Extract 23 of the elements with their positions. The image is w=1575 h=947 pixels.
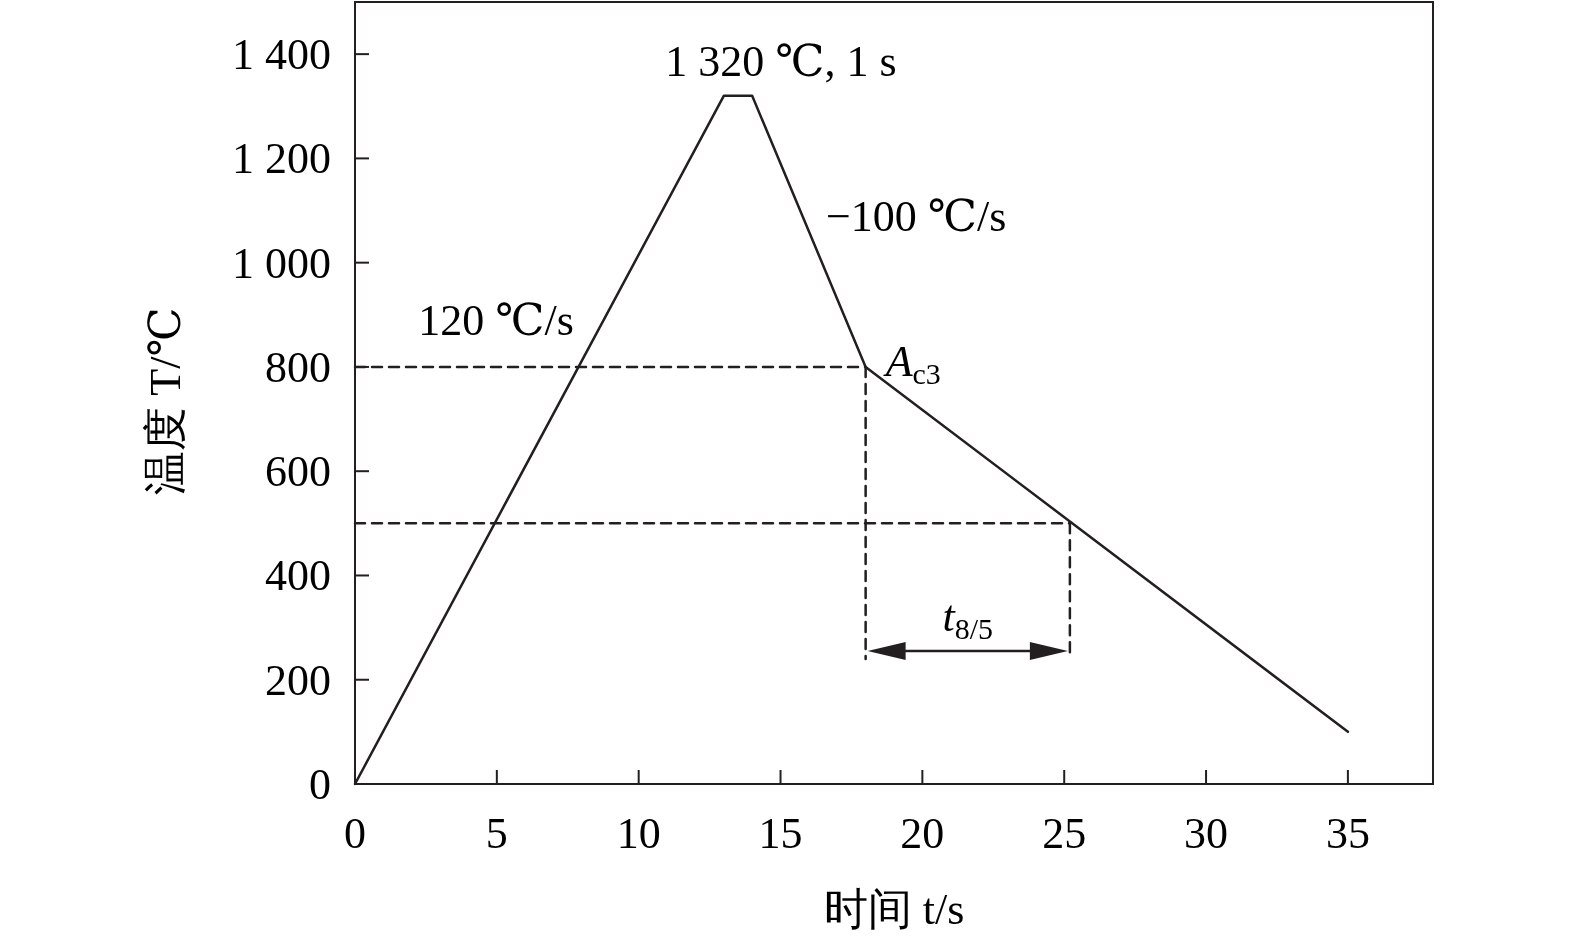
x-tick-label: 20 bbox=[900, 809, 945, 858]
y-tick-label: 1 400 bbox=[232, 30, 331, 80]
x-tick-label: 5 bbox=[485, 809, 508, 858]
annotation: −100 ℃/s bbox=[825, 192, 1007, 242]
y-axis-title: 温度 T/℃ bbox=[141, 307, 190, 495]
y-tick-label: 400 bbox=[265, 551, 331, 601]
annotation: t$_{8/5}$ bbox=[942, 591, 993, 645]
x-tick-label: 15 bbox=[758, 809, 803, 858]
x-tick-label: 10 bbox=[616, 809, 661, 858]
annotation: 120 ℃/s bbox=[418, 295, 574, 345]
x-tick-label: 35 bbox=[1325, 809, 1370, 858]
y-tick-label: 1 200 bbox=[232, 134, 331, 184]
y-tick-label: 0 bbox=[309, 760, 331, 809]
annotation: 1 320 ℃, 1 s bbox=[665, 36, 897, 86]
y-tick-label: 1 000 bbox=[232, 238, 331, 288]
x-tick-label: 30 bbox=[1184, 809, 1229, 858]
x-tick-label: 25 bbox=[1042, 809, 1087, 858]
x-axis-title: 时间 t/s bbox=[823, 885, 965, 934]
annotation: A$_{c3}$ bbox=[882, 336, 941, 390]
y-tick-label: 600 bbox=[265, 447, 331, 497]
x-tick-label: 0 bbox=[344, 809, 366, 858]
y-tick-label: 800 bbox=[265, 342, 331, 392]
y-tick-label: 200 bbox=[265, 655, 331, 705]
